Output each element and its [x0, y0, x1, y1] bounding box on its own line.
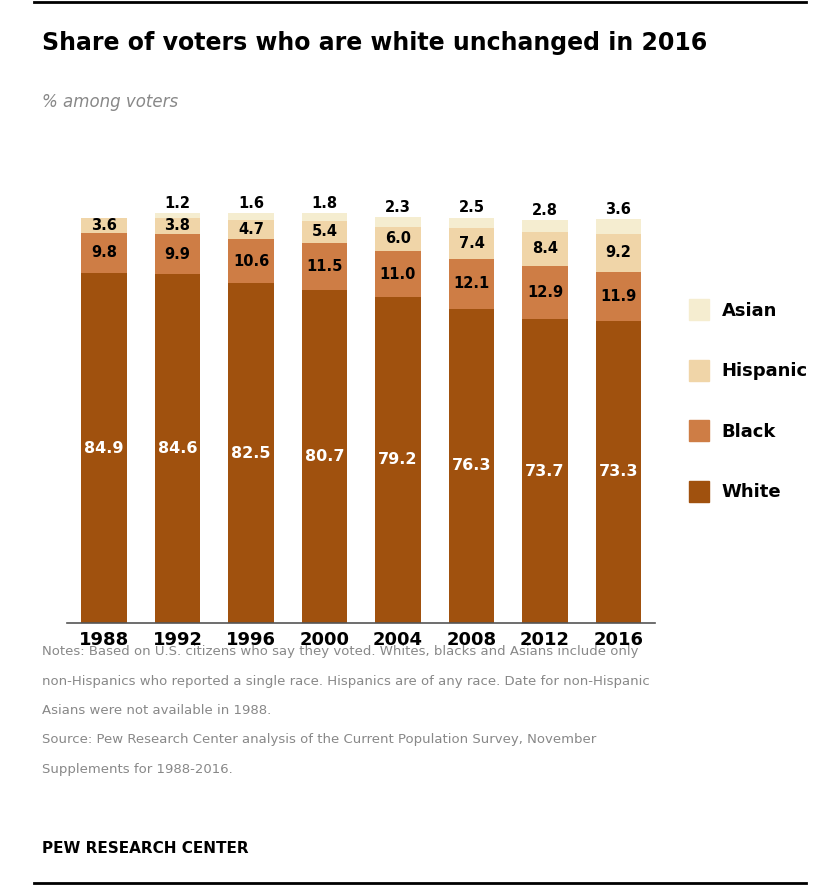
Text: 11.9: 11.9	[601, 289, 637, 304]
Text: non-Hispanics who reported a single race. Hispanics are of any race. Date for no: non-Hispanics who reported a single race…	[42, 675, 650, 688]
Text: 73.7: 73.7	[525, 464, 564, 479]
Bar	[155, 274, 200, 623]
Text: Supplements for 1988-2016.: Supplements for 1988-2016.	[42, 763, 233, 776]
Text: 84.9: 84.9	[84, 441, 123, 456]
Bar	[375, 217, 421, 227]
Bar	[522, 220, 568, 231]
Bar	[302, 243, 347, 290]
Text: Source: Pew Research Center analysis of the Current Population Survey, November: Source: Pew Research Center analysis of …	[42, 733, 596, 747]
Text: 79.2: 79.2	[378, 452, 417, 467]
Text: PEW RESEARCH CENTER: PEW RESEARCH CENTER	[42, 841, 249, 856]
Text: 76.3: 76.3	[452, 458, 491, 473]
Bar	[302, 214, 347, 221]
Bar	[596, 321, 641, 623]
Bar	[522, 231, 568, 266]
Bar	[81, 233, 127, 273]
Bar	[81, 218, 127, 233]
Text: 5.4: 5.4	[312, 224, 338, 239]
Text: 3.8: 3.8	[165, 218, 191, 233]
Bar	[449, 228, 494, 259]
Text: 10.6: 10.6	[233, 254, 269, 269]
Bar	[449, 309, 494, 623]
Text: 2.5: 2.5	[459, 200, 485, 215]
Text: 3.6: 3.6	[606, 202, 632, 217]
Text: 7.4: 7.4	[459, 236, 485, 251]
Bar	[302, 221, 347, 243]
Text: 2.8: 2.8	[532, 203, 558, 217]
Bar	[155, 233, 200, 274]
Text: 8.4: 8.4	[532, 241, 558, 256]
Text: 1.6: 1.6	[238, 196, 264, 211]
Text: Asians were not available in 1988.: Asians were not available in 1988.	[42, 704, 271, 717]
Bar	[375, 227, 421, 251]
Bar	[228, 239, 274, 283]
Text: Notes: Based on U.S. citizens who say they voted. Whites, blacks and Asians incl: Notes: Based on U.S. citizens who say th…	[42, 645, 638, 659]
Bar	[522, 266, 568, 320]
Text: 3.6: 3.6	[91, 218, 117, 233]
Bar	[596, 219, 641, 234]
Bar	[375, 296, 421, 623]
Bar	[302, 290, 347, 623]
Text: 6.0: 6.0	[385, 231, 411, 247]
Bar	[449, 218, 494, 228]
Text: 11.0: 11.0	[380, 266, 416, 281]
Text: 12.1: 12.1	[454, 276, 490, 291]
Bar	[228, 220, 274, 239]
Bar	[228, 283, 274, 623]
Text: 11.5: 11.5	[307, 259, 343, 274]
Text: 1.8: 1.8	[312, 196, 338, 211]
Text: 2.3: 2.3	[385, 199, 411, 214]
Bar	[449, 259, 494, 309]
Text: 82.5: 82.5	[231, 446, 270, 460]
Text: % among voters: % among voters	[42, 93, 178, 111]
Text: 73.3: 73.3	[599, 465, 638, 480]
Bar	[155, 213, 200, 218]
Text: 9.9: 9.9	[165, 247, 191, 262]
Bar	[228, 214, 274, 220]
Bar	[596, 272, 641, 321]
Bar	[155, 218, 200, 233]
Bar	[375, 251, 421, 296]
Text: 1.2: 1.2	[165, 196, 191, 211]
Text: 84.6: 84.6	[158, 441, 197, 457]
Text: 12.9: 12.9	[527, 286, 563, 300]
Bar	[522, 320, 568, 623]
Text: 4.7: 4.7	[238, 222, 264, 238]
Text: 80.7: 80.7	[305, 449, 344, 465]
Legend: Asian, Hispanic, Black, White: Asian, Hispanic, Black, White	[682, 292, 815, 509]
Text: Share of voters who are white unchanged in 2016: Share of voters who are white unchanged …	[42, 31, 707, 55]
Bar	[596, 234, 641, 272]
Text: 9.8: 9.8	[91, 246, 117, 261]
Bar	[81, 273, 127, 623]
Text: 9.2: 9.2	[606, 246, 632, 261]
